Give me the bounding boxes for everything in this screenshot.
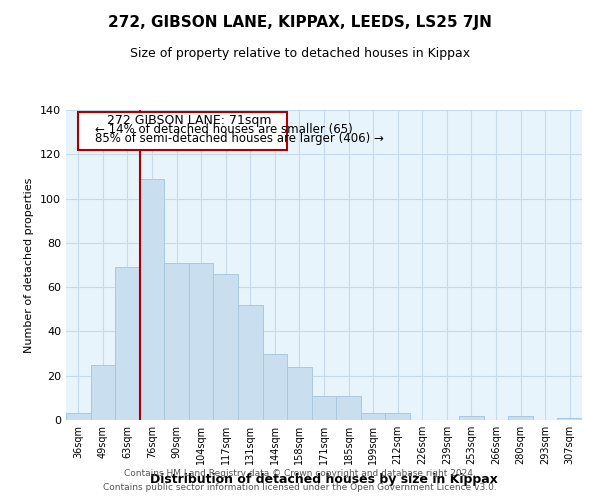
Bar — [140, 178, 164, 420]
Bar — [91, 364, 115, 420]
Text: 272 GIBSON LANE: 71sqm: 272 GIBSON LANE: 71sqm — [107, 114, 271, 128]
X-axis label: Distribution of detached houses by size in Kippax: Distribution of detached houses by size … — [150, 472, 498, 486]
Bar — [115, 267, 140, 420]
Bar — [557, 418, 582, 420]
Bar — [238, 305, 263, 420]
Bar — [361, 414, 385, 420]
Text: 85% of semi-detached houses are larger (406) →: 85% of semi-detached houses are larger (… — [95, 132, 385, 145]
Text: Size of property relative to detached houses in Kippax: Size of property relative to detached ho… — [130, 48, 470, 60]
Bar — [336, 396, 361, 420]
Bar — [385, 414, 410, 420]
Bar — [164, 263, 189, 420]
Text: ← 14% of detached houses are smaller (65): ← 14% of detached houses are smaller (65… — [95, 124, 353, 136]
Text: Contains HM Land Registry data © Crown copyright and database right 2024.: Contains HM Land Registry data © Crown c… — [124, 468, 476, 477]
Bar — [459, 416, 484, 420]
Text: 272, GIBSON LANE, KIPPAX, LEEDS, LS25 7JN: 272, GIBSON LANE, KIPPAX, LEEDS, LS25 7J… — [108, 15, 492, 30]
Bar — [263, 354, 287, 420]
Text: Contains public sector information licensed under the Open Government Licence v3: Contains public sector information licen… — [103, 484, 497, 492]
Bar — [312, 396, 336, 420]
Bar — [287, 367, 312, 420]
Bar — [214, 274, 238, 420]
Bar — [189, 263, 214, 420]
Bar — [66, 414, 91, 420]
Bar — [508, 416, 533, 420]
Y-axis label: Number of detached properties: Number of detached properties — [25, 178, 34, 352]
FancyBboxPatch shape — [78, 112, 287, 150]
